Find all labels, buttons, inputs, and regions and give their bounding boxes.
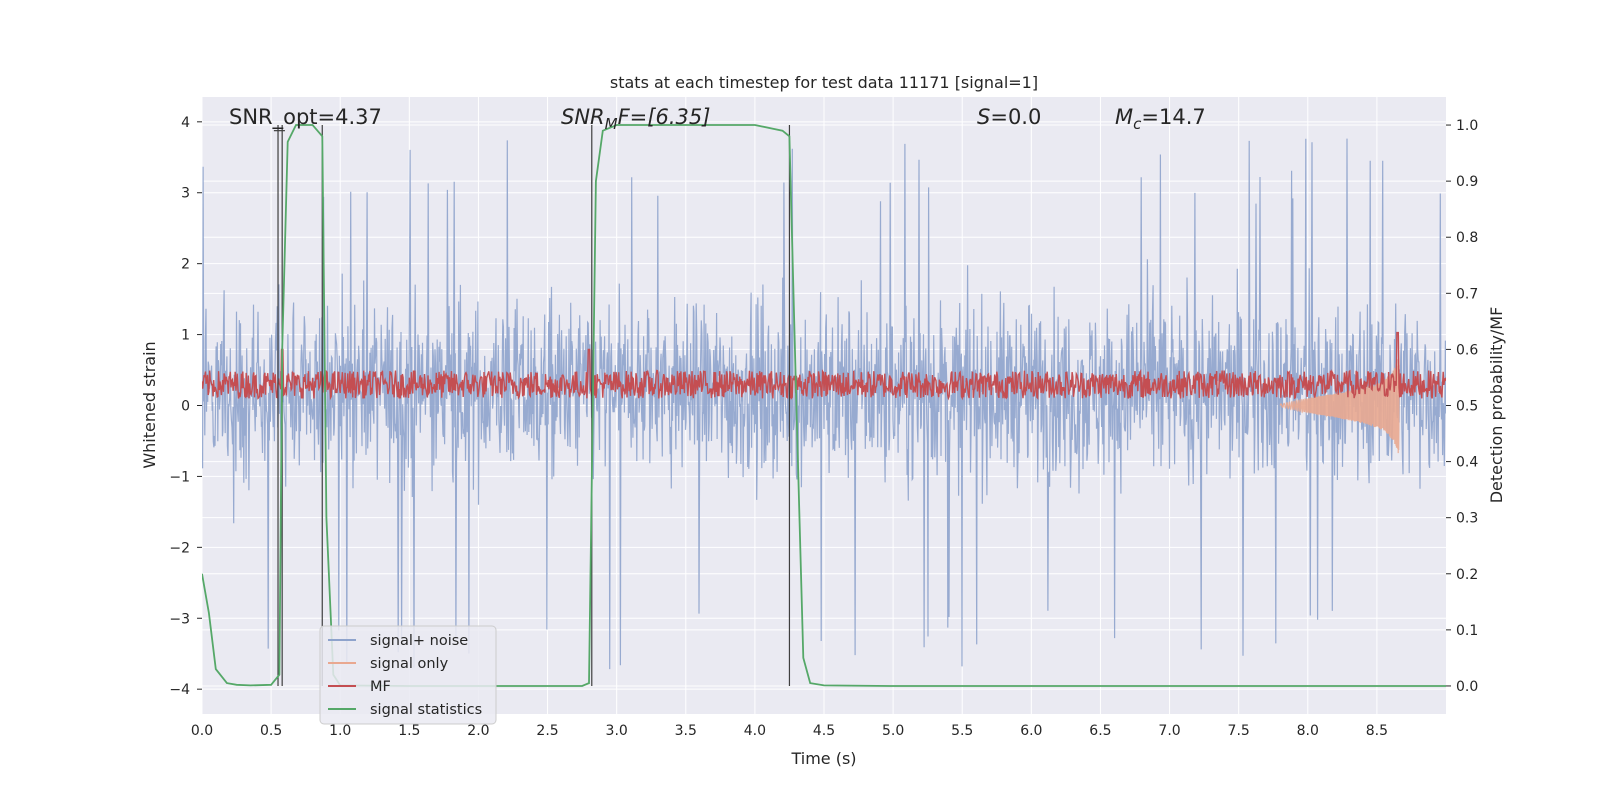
- y2-tick-label: 0.0: [1456, 679, 1478, 695]
- x-tick-label: 3.0: [606, 723, 628, 739]
- y-tick-label: −3: [169, 611, 190, 627]
- x-tick-label: 1.5: [398, 723, 420, 739]
- y2-axis-label: Detection probability/MF: [1487, 307, 1506, 504]
- y-tick-label: 4: [181, 115, 190, 131]
- x-tick-label: 6.0: [1020, 723, 1042, 739]
- x-axis-label: Time (s): [790, 749, 856, 768]
- y2-tick-label: 0.1: [1456, 623, 1478, 639]
- x-tick-label: 0.0: [191, 723, 213, 739]
- y2-tick-label: 1.0: [1456, 118, 1478, 134]
- legend-label-mf: MF: [370, 679, 391, 695]
- legend: signal+ noise signal only MF signal stat…: [319, 625, 497, 725]
- signal-only-trace: [1279, 358, 1400, 454]
- x-tick-label: 5.5: [951, 723, 973, 739]
- detection-markers: [273, 125, 791, 686]
- y-tick-label: 3: [181, 186, 190, 202]
- series-signal-noise: [202, 138, 1446, 670]
- y2-tick-label: 0.2: [1456, 567, 1478, 583]
- y2-tick-label: 0.9: [1456, 174, 1478, 190]
- mf-trace: [202, 331, 1446, 401]
- mc-rest: =14.7: [1141, 105, 1205, 129]
- annotation-s: S=0.0: [977, 105, 1041, 129]
- x-tick-label: 2.0: [467, 723, 489, 739]
- y-tick-label: −4: [169, 682, 190, 698]
- snr-mf-sub: M: [605, 115, 618, 133]
- chart-title: stats at each timestep for test data 111…: [610, 73, 1038, 92]
- y2-tick-label: 0.3: [1456, 511, 1478, 527]
- legend-label-stats: signal statistics: [370, 702, 482, 718]
- legend-label-signal-only: signal only: [370, 656, 449, 672]
- x-tick-label: 6.5: [1089, 723, 1111, 739]
- y-axis-label: Whitened strain: [140, 341, 159, 468]
- annotation-snr-opt: SNR_opt=4.37: [229, 105, 382, 130]
- x-tick-label: 8.0: [1297, 723, 1319, 739]
- y-tick-label: −1: [169, 469, 190, 485]
- s-main: S: [977, 105, 990, 129]
- snr-mf-rest: F=[6.35]: [618, 105, 711, 129]
- x-tick-label: 1.0: [329, 723, 351, 739]
- y-tick-label: 2: [181, 257, 190, 273]
- x-tick-labels: 0.0 0.5 1.0 1.5 2.0 2.5 3.0 3.5 4.0 4.5 5.0 5.5 6.0 6…: [191, 723, 1388, 739]
- x-tick-label: 4.5: [813, 723, 835, 739]
- y2-tick-label: 0.7: [1456, 286, 1478, 302]
- stats-trace: [202, 124, 1446, 687]
- s-rest: =0.0: [990, 105, 1041, 129]
- y-tick-labels: −4 −3 −2 −1 0 1 2 3 4: [169, 115, 202, 698]
- y2-tick-labels: 0.0 0.1 0.2 0.3 0.4 0.5 0.6 0.7 0.8 0.9 1.0: [1446, 118, 1478, 695]
- snr-mf-main: SNR: [561, 105, 605, 129]
- series-signal-only: [1279, 358, 1400, 454]
- x-tick-label: 7.0: [1158, 723, 1180, 739]
- y2-tick-label: 0.5: [1456, 399, 1478, 415]
- x-tick-label: 5.0: [882, 723, 904, 739]
- y-tick-label: 0: [181, 399, 190, 415]
- x-tick-label: 3.5: [675, 723, 697, 739]
- legend-label-noise: signal+ noise: [370, 633, 468, 649]
- series-signal-statistics: [202, 124, 1446, 687]
- mc-main: M: [1115, 105, 1133, 129]
- annotation-snr-mf: SNRMF=[6.35]: [561, 105, 710, 133]
- mc-sub: c: [1133, 115, 1142, 133]
- x-tick-label: 4.0: [744, 723, 766, 739]
- y2-tick-label: 0.4: [1456, 455, 1478, 471]
- x-tick-label: 0.5: [260, 723, 282, 739]
- legend-box: [319, 625, 497, 725]
- noise-trace: [202, 138, 1446, 670]
- y-tick-label: −2: [169, 540, 190, 556]
- x-tick-label: 8.5: [1366, 723, 1388, 739]
- annotation-mc: Mc=14.7: [1115, 105, 1206, 133]
- series-mf: [202, 331, 1446, 401]
- y-tick-label: 1: [181, 328, 190, 344]
- x-tick-label: 7.5: [1228, 723, 1250, 739]
- x-tick-label: 2.5: [536, 723, 558, 739]
- y2-tick-label: 0.8: [1456, 230, 1478, 246]
- y2-tick-label: 0.6: [1456, 342, 1478, 358]
